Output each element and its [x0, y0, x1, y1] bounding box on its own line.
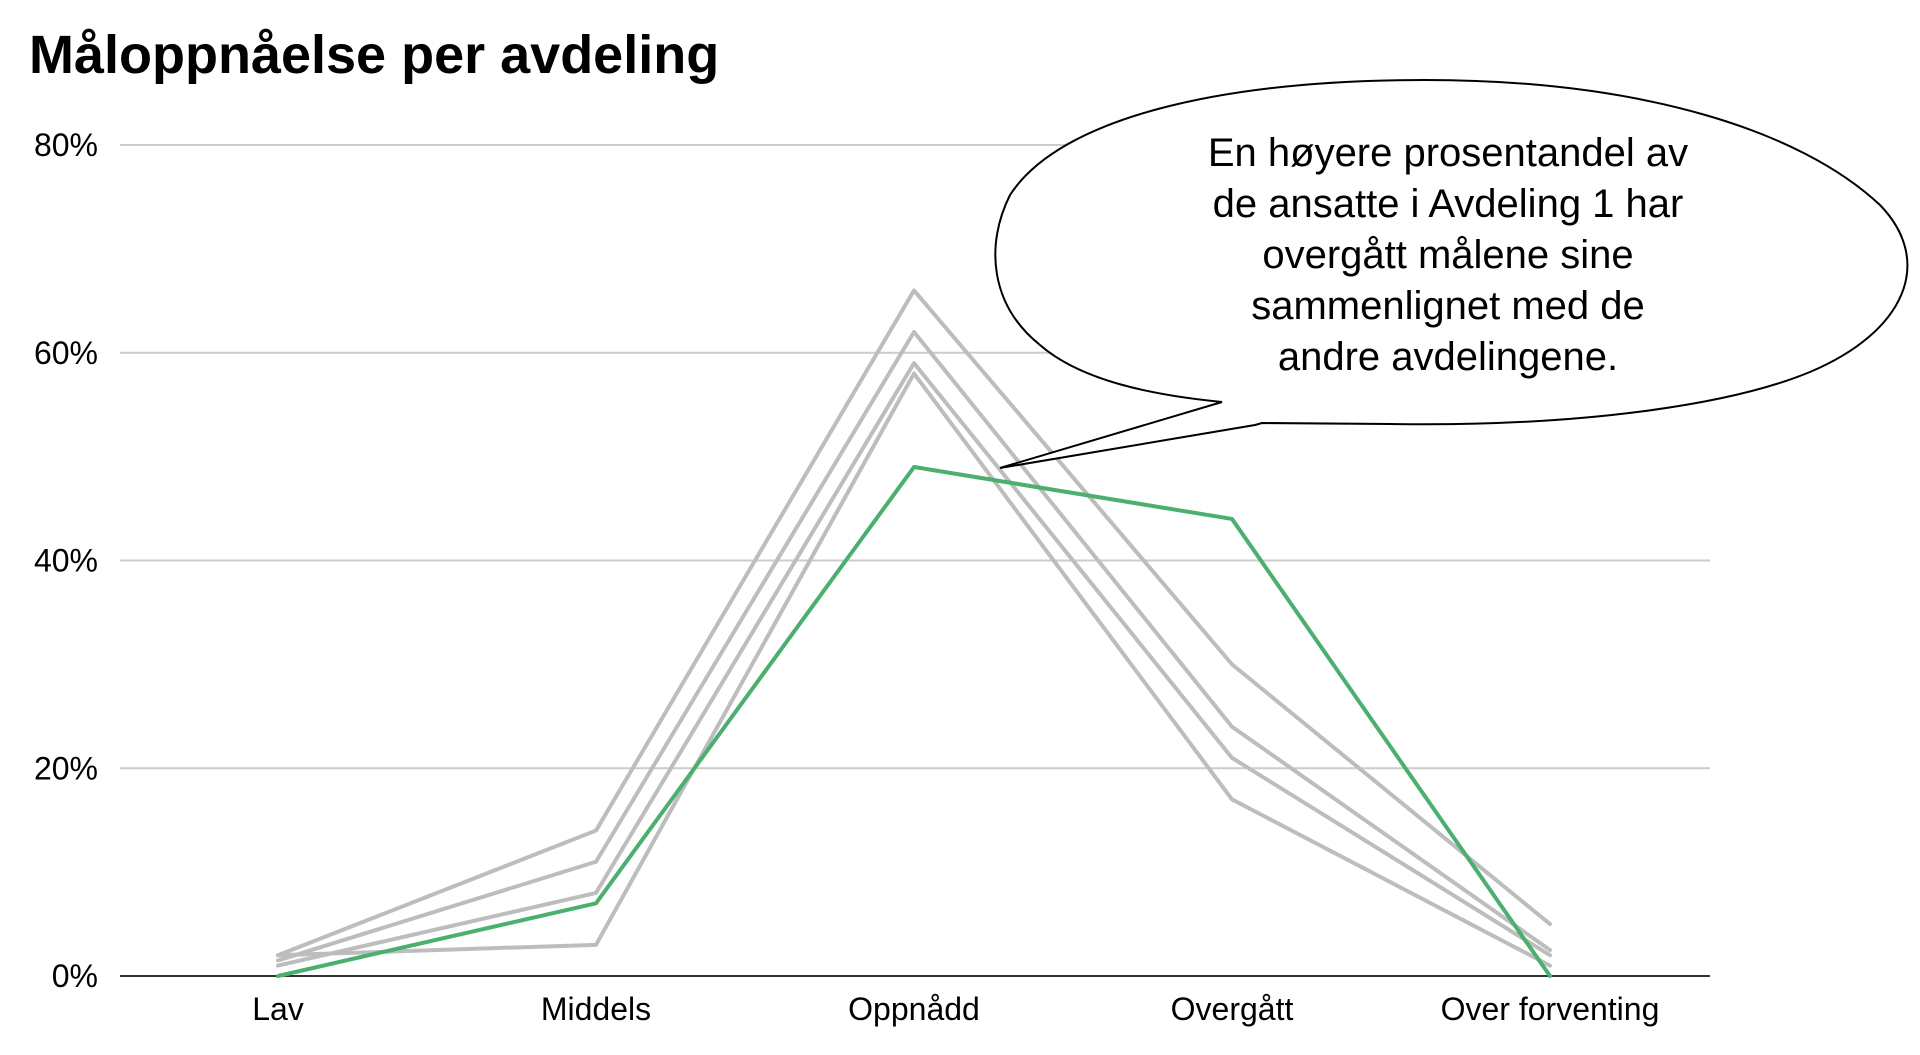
x-tick-label: Middels: [541, 991, 651, 1027]
y-tick-label: 80%: [34, 127, 98, 163]
chart-title: Måloppnåelse per avdeling: [29, 25, 720, 85]
series-line-3: [276, 361, 1552, 968]
annotation-line: overgått målene sine: [1262, 233, 1633, 277]
series-line-5: [276, 465, 1552, 978]
x-tick-label: Lav: [252, 991, 304, 1027]
series-line-2: [276, 329, 1552, 963]
annotation-callout: En høyere prosentandel av de ansatte i Av…: [994, 78, 1909, 469]
y-axis-tick-labels: 0% 20% 40% 60% 80%: [34, 127, 98, 994]
annotation-line: andre avdelingene.: [1278, 335, 1618, 379]
x-tick-label: Oppnådd: [848, 991, 980, 1027]
series-line-1: [276, 288, 1552, 958]
y-tick-label: 40%: [34, 543, 98, 579]
x-tick-label: Overgått: [1171, 991, 1294, 1027]
annotation-line: En høyere prosentandel av: [1208, 131, 1688, 175]
y-tick-label: 20%: [34, 750, 98, 786]
y-tick-label: 60%: [34, 335, 98, 371]
y-tick-label: 0%: [52, 958, 98, 994]
annotation-line: sammenlignet med de: [1251, 284, 1645, 328]
series-lines: [276, 288, 1552, 978]
speech-bubble: [994, 78, 1909, 469]
x-axis-tick-labels: Lav Middels Oppnådd Overgått Over forventing: [252, 991, 1659, 1027]
annotation-text: En høyere prosentandel av de ansatte i Av…: [1208, 131, 1688, 379]
x-tick-label: Over forventing: [1441, 991, 1660, 1027]
series-line-4: [276, 371, 1552, 968]
annotation-line: de ansatte i Avdeling 1 har: [1213, 182, 1684, 226]
